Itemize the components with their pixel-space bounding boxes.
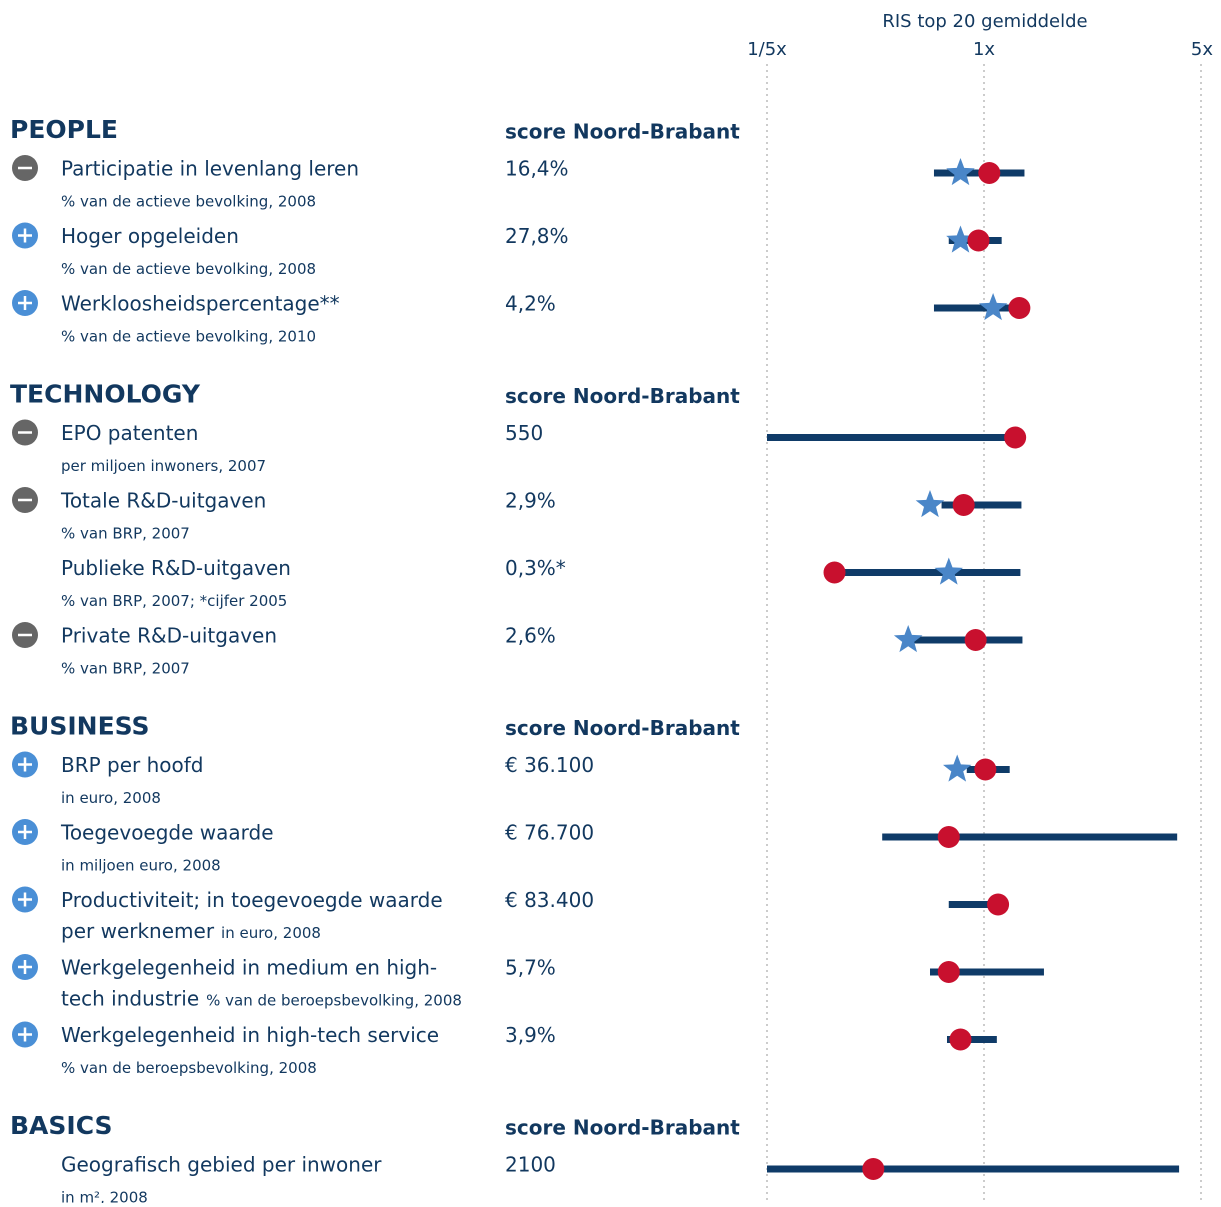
indicator-note: in euro, 2008 (221, 924, 321, 942)
score: 3,9% (505, 1023, 556, 1047)
indicator-note: in m², 2008 (61, 1189, 148, 1204)
indicator-label: Hoger opgeleiden (61, 224, 239, 248)
noord-brabant-dot (974, 758, 997, 781)
noord-brabant-dot (862, 1158, 885, 1180)
ris-top20-star (893, 625, 923, 653)
noord-brabant-dot (952, 494, 975, 516)
indicator-label: Totale R&D-uitgaven (60, 489, 266, 513)
indicator-label: Werkgelegenheid in medium en high- (61, 956, 437, 980)
noord-brabant-dot (823, 561, 846, 584)
noord-brabant-dot (1004, 426, 1027, 449)
section-title: PEOPLE (10, 115, 118, 144)
ris-top20-star (915, 490, 945, 518)
section-title: BUSINESS (10, 712, 150, 741)
score: 550 (505, 421, 543, 445)
ris-top20-star (946, 158, 975, 186)
indicator-note: % van de actieve bevolking, 2010 (61, 328, 316, 346)
noord-brabant-dot (978, 162, 1001, 184)
noord-brabant-dot (937, 961, 960, 983)
ris-top20-star (943, 754, 972, 782)
indicator-note: % van de beroepsbevolking, 2008 (206, 992, 462, 1010)
indicator-label: Participatie in levenlang leren (61, 157, 359, 181)
indicator-note: % van BRP, 2007 (61, 660, 190, 678)
section-title: TECHNOLOGY (10, 380, 201, 409)
score: 5,7% (505, 956, 556, 980)
score: 27,8% (505, 224, 569, 248)
score: € 76.700 (505, 821, 594, 845)
section-title: BASICS (10, 1111, 113, 1140)
noord-brabant-dot (964, 629, 987, 651)
x-tick-label: 1x (973, 39, 995, 60)
indicator-label: tech industrie (61, 987, 199, 1011)
indicator-label: per werknemer (61, 919, 215, 943)
score: 4,2% (505, 292, 556, 316)
noord-brabant-dot (1008, 297, 1031, 319)
indicator-note: % van de actieve bevolking, 2008 (61, 193, 316, 211)
score: 0,3%* (505, 556, 566, 580)
indicator-label: Geografisch gebied per inwoner (61, 1153, 382, 1177)
x-tick-label: 5x (1191, 39, 1213, 60)
indicator-label: Toegevoegde waarde (60, 821, 274, 845)
score-header: score Noord-Brabant (505, 120, 740, 144)
indicator-label: Werkgelegenheid in high-tech service (61, 1023, 439, 1047)
indicator-note: % van BRP, 2007 (61, 525, 190, 543)
score: 2,9% (505, 489, 556, 513)
indicator-label: Werkloosheidspercentage** (61, 292, 340, 316)
indicator-label: EPO patenten (61, 421, 198, 445)
indicator-note: % van de actieve bevolking, 2008 (61, 260, 316, 278)
noord-brabant-dot (949, 1028, 972, 1051)
indicator-note: % van BRP, 2007; *cijfer 2005 (61, 592, 287, 610)
score: 2,6% (505, 624, 556, 648)
indicator-label: BRP per hoofd (61, 753, 204, 777)
score-header: score Noord-Brabant (505, 384, 740, 408)
noord-brabant-dot (937, 826, 960, 848)
ris-top20-star (934, 557, 963, 585)
chart-title: RIS top 20 gemiddelde (882, 11, 1087, 32)
x-tick-label: 1/5x (747, 39, 787, 60)
ris-top20-star (978, 293, 1008, 321)
indicator-note: in euro, 2008 (61, 789, 161, 807)
score: 2100 (505, 1153, 556, 1177)
noord-brabant-dot (987, 893, 1010, 916)
score: € 83.400 (505, 888, 594, 912)
indicator-note: % van de beroepsbevolking, 2008 (61, 1059, 317, 1077)
indicator-label: Private R&D-uitgaven (61, 624, 277, 648)
score: € 36.100 (505, 753, 594, 777)
score-header: score Noord-Brabant (505, 716, 740, 740)
ris-top20-star (946, 225, 975, 253)
indicator-label: Publieke R&D-uitgaven (61, 556, 291, 580)
indicator-label: Productiviteit; in toegevoegde waarde (61, 888, 443, 912)
indicator-note: per miljoen inwoners, 2007 (61, 457, 266, 475)
score-header: score Noord-Brabant (505, 1116, 740, 1140)
noord-brabant-dot (967, 229, 990, 252)
score: 16,4% (505, 157, 569, 181)
indicator-note: in miljoen euro, 2008 (61, 857, 221, 875)
